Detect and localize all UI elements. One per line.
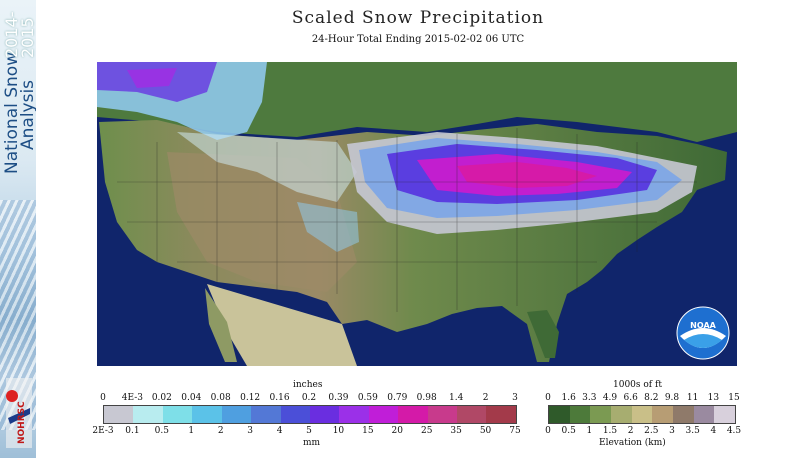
precip-mm-tick-label: 0.5 xyxy=(154,426,170,436)
precip-inch-tick-label: 4E-3 xyxy=(121,393,144,403)
elevation-ft-tick-label: 6.6 xyxy=(623,393,638,403)
map-canvas xyxy=(97,62,737,366)
elevation-ft-tick-label: 0 xyxy=(545,393,551,403)
precip-inch-tick-label: 0.59 xyxy=(357,393,378,403)
precip-inch-tick-label: 2 xyxy=(482,393,489,403)
elevation-ft-tick-label: 15 xyxy=(728,393,740,403)
precip-swatch xyxy=(457,406,487,423)
precip-mm-tick-label: 20 xyxy=(391,426,404,436)
noaa-logo-text: NOAA xyxy=(690,321,716,330)
elevation-km-tick-label: 0.5 xyxy=(561,426,576,436)
precip-swatch xyxy=(309,406,340,423)
elevation-km-tick-label: 4.5 xyxy=(726,426,742,436)
precip-mm-tick-label: 4 xyxy=(276,426,283,436)
elevation-color-scale xyxy=(548,405,736,424)
state-borders xyxy=(117,128,697,312)
precip-swatch xyxy=(251,406,281,423)
nohrsc-logo-icon: NOHRSC xyxy=(6,378,32,448)
precip-swatch xyxy=(162,406,193,423)
elevation-ft-tick-label: 1.6 xyxy=(561,393,576,403)
elevation-km-tick-label: 2 xyxy=(627,426,634,436)
precip-color-scale xyxy=(103,405,517,424)
precip-inch-tick-label: 3 xyxy=(512,393,518,403)
precip-swatch xyxy=(192,406,222,423)
snow-pacific-northwest-peak xyxy=(127,68,177,88)
page-title: Scaled Snow Precipitation xyxy=(291,8,545,28)
elevation-km-tick-label: 4 xyxy=(710,426,717,436)
precip-mm-tick-label: 3 xyxy=(247,426,254,436)
elevation-km-tick-label: 1 xyxy=(586,426,593,436)
precip-inch-tick-label: 0.98 xyxy=(416,393,437,403)
precip-mm-tick-label: 5 xyxy=(306,426,312,436)
precip-inch-tick-label: 0.04 xyxy=(181,393,202,403)
precip-swatch xyxy=(398,406,428,423)
elevation-ft-tick-label: 3.3 xyxy=(582,393,597,403)
baja-peninsula xyxy=(205,288,237,362)
elevation-unit-km: Elevation (km) xyxy=(599,438,666,448)
precip-unit-inches: inches xyxy=(293,380,323,390)
sidebar-title-line2: Analysis xyxy=(18,79,36,150)
precip-mm-tick-label: 2E-3 xyxy=(92,426,114,436)
elevation-swatch xyxy=(569,406,591,423)
precip-mm-tick-label: 2 xyxy=(217,426,224,436)
nohrsc-logo-text: NOHRSC xyxy=(17,401,27,444)
page-subtitle: 24-Hour Total Ending 2015-02-02 06 UTC xyxy=(311,34,525,45)
elevation-ft-tick-label: 8.2 xyxy=(644,393,659,403)
precip-inch-tick-label: 1.4 xyxy=(448,393,464,403)
elevation-km-tick-label: 1.5 xyxy=(602,426,618,436)
snow-rockies-light xyxy=(177,132,357,202)
precip-inch-tick-label: 0.2 xyxy=(301,393,317,403)
precip-swatch xyxy=(427,406,458,423)
snow-precipitation-map: NOAA xyxy=(97,62,737,366)
precip-swatch xyxy=(486,406,516,423)
precip-inch-tick-label: 0.02 xyxy=(151,393,172,403)
precip-swatch xyxy=(339,406,369,423)
noaa-logo-icon: NOAA xyxy=(676,306,730,360)
elevation-ft-tick-label: 11 xyxy=(686,393,699,403)
precip-inch-tick-label: 0.12 xyxy=(240,393,261,403)
elevation-swatch xyxy=(590,406,612,423)
elevation-ft-tick-label: 13 xyxy=(707,393,720,403)
elevation-swatch xyxy=(693,406,715,423)
precip-swatch xyxy=(221,406,252,423)
elevation-ft-tick-label: 9.8 xyxy=(664,393,680,403)
precip-mm-tick-label: 75 xyxy=(509,426,521,436)
precip-inch-tick-label: 0.79 xyxy=(387,393,408,403)
precip-unit-mm: mm xyxy=(303,438,321,448)
elevation-swatch xyxy=(673,406,694,423)
elevation-swatch xyxy=(631,406,653,423)
precip-swatch xyxy=(280,406,310,423)
precip-inch-tick-label: 0 xyxy=(100,393,106,403)
precip-mm-tick-label: 25 xyxy=(420,426,433,436)
precip-mm-tick-label: 10 xyxy=(332,426,345,436)
elevation-ft-tick-label: 4.9 xyxy=(602,393,618,403)
precip-mm-tick-label: 35 xyxy=(450,426,462,436)
florida-land xyxy=(527,310,559,358)
precip-swatch xyxy=(104,406,134,423)
elevation-swatch xyxy=(652,406,674,423)
precip-inch-tick-label: 0.16 xyxy=(269,393,290,403)
precip-swatch xyxy=(368,406,399,423)
elevation-km-tick-label: 3 xyxy=(669,426,675,436)
precip-mm-tick-label: 15 xyxy=(362,426,374,436)
elevation-km-tick-label: 0 xyxy=(545,426,551,436)
snow-midwest-core xyxy=(457,162,597,188)
elevation-km-tick-label: 2.5 xyxy=(644,426,659,436)
elevation-swatch xyxy=(549,406,570,423)
precip-inch-tick-label: 0.08 xyxy=(210,393,231,403)
sidebar-banner: National Snow Analysis 2014- 2015 NOHRSC xyxy=(0,0,36,458)
precip-mm-tick-label: 50 xyxy=(479,426,492,436)
mexico-land xyxy=(207,284,357,366)
elevation-swatch xyxy=(714,406,736,423)
elevation-swatch xyxy=(611,406,632,423)
precip-mm-tick-label: 0.1 xyxy=(125,426,140,436)
precip-inch-tick-label: 0.39 xyxy=(328,393,349,403)
elevation-unit-ft: 1000s of ft xyxy=(613,380,662,390)
elevation-km-tick-label: 3.5 xyxy=(685,426,700,436)
snow-colorado xyxy=(297,202,359,252)
precip-mm-tick-label: 1 xyxy=(188,426,195,436)
precip-swatch xyxy=(133,406,163,423)
